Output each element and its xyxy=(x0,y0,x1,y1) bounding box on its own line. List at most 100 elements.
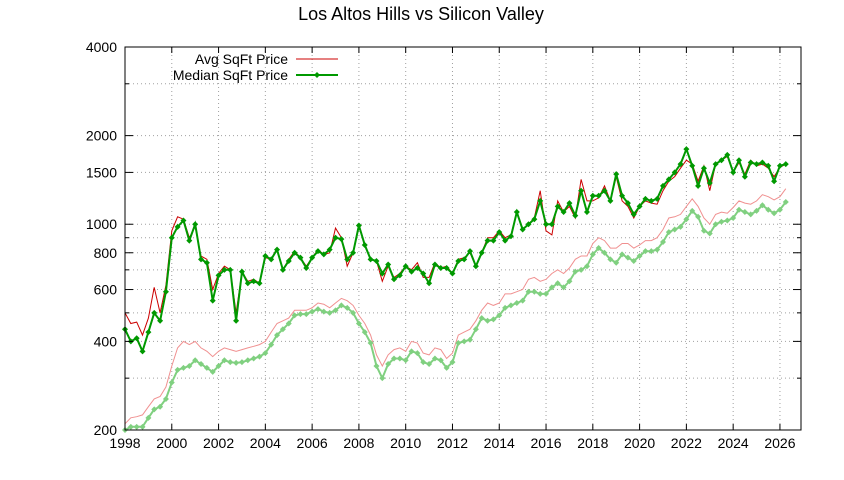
point-median xyxy=(256,280,263,287)
point-median xyxy=(461,256,468,263)
point-sv-median xyxy=(613,259,620,266)
point-median xyxy=(443,265,450,272)
point-median xyxy=(619,192,626,199)
point-sv-median xyxy=(332,307,339,314)
point-sv-median xyxy=(361,329,368,336)
point-median xyxy=(554,203,561,210)
point-sv-median xyxy=(408,348,415,355)
x-tick-label: 2012 xyxy=(437,435,468,451)
point-median xyxy=(683,146,690,153)
point-median xyxy=(624,200,631,207)
x-tick-label: 2014 xyxy=(484,435,515,451)
point-sv-median xyxy=(326,309,333,316)
y-tick-label: 600 xyxy=(94,282,118,298)
series-line-sv-avg xyxy=(124,188,787,425)
point-sv-median xyxy=(390,355,397,362)
point-sv-median xyxy=(683,216,690,223)
point-median xyxy=(379,270,386,277)
x-tick-label: 2002 xyxy=(203,435,234,451)
y-tick-label: 200 xyxy=(94,422,118,438)
point-sv-median xyxy=(461,338,468,345)
point-sv-median xyxy=(467,336,474,343)
point-sv-median xyxy=(262,350,269,357)
point-sv-median xyxy=(531,288,538,295)
point-sv-median xyxy=(519,297,526,304)
point-sv-median xyxy=(782,198,789,205)
point-median xyxy=(414,265,421,272)
point-median xyxy=(759,159,766,166)
point-sv-median xyxy=(320,308,327,315)
point-median xyxy=(291,249,298,256)
point-median xyxy=(654,195,661,202)
point-sv-median xyxy=(350,309,357,316)
point-sv-median xyxy=(619,251,626,258)
point-median xyxy=(642,195,649,202)
point-median xyxy=(572,212,579,219)
point-median xyxy=(233,317,240,324)
point-median xyxy=(209,297,216,304)
point-sv-median xyxy=(595,245,602,252)
point-median xyxy=(636,203,643,210)
point-sv-median xyxy=(543,290,550,297)
point-sv-median xyxy=(127,423,134,430)
point-sv-median xyxy=(712,221,719,228)
point-median xyxy=(765,162,772,169)
x-tick-label: 2016 xyxy=(530,435,561,451)
point-median xyxy=(186,237,193,244)
point-median xyxy=(408,268,415,275)
point-sv-median xyxy=(730,214,737,221)
point-sv-median xyxy=(607,256,614,263)
point-median xyxy=(607,197,614,204)
point-median xyxy=(344,256,351,263)
point-sv-median xyxy=(671,226,678,233)
point-median xyxy=(192,221,199,228)
point-sv-median xyxy=(198,361,205,368)
point-median xyxy=(700,165,707,172)
point-median xyxy=(706,180,713,187)
point-sv-median xyxy=(133,423,140,430)
point-sv-median xyxy=(677,223,684,230)
point-median xyxy=(548,221,555,228)
point-sv-median xyxy=(367,339,374,346)
point-median xyxy=(338,236,345,243)
point-median xyxy=(332,234,339,241)
x-tick-label: 2022 xyxy=(671,435,702,451)
point-median xyxy=(198,256,205,263)
point-median xyxy=(776,162,783,169)
point-sv-median xyxy=(560,284,567,291)
point-sv-median xyxy=(496,312,503,319)
point-sv-median xyxy=(548,284,555,291)
point-median xyxy=(238,268,245,275)
y-tick-label: 800 xyxy=(94,245,118,261)
point-median xyxy=(578,187,585,194)
point-sv-median xyxy=(636,253,643,260)
point-median xyxy=(718,157,725,164)
grid xyxy=(125,47,801,430)
point-median xyxy=(537,197,544,204)
x-tick-label: 2026 xyxy=(764,435,795,451)
point-median xyxy=(203,259,210,266)
point-median xyxy=(268,256,275,263)
point-median xyxy=(431,261,438,268)
point-median xyxy=(519,226,526,233)
point-sv-median xyxy=(238,359,245,366)
point-median xyxy=(782,161,789,168)
point-sv-median xyxy=(537,290,544,297)
point-median xyxy=(695,182,702,189)
point-sv-median xyxy=(244,357,251,364)
point-median xyxy=(753,161,760,168)
point-sv-median xyxy=(157,403,164,410)
point-median xyxy=(390,276,397,283)
x-tick-label: 2006 xyxy=(297,435,328,451)
point-sv-median xyxy=(192,357,199,364)
point-median xyxy=(525,221,532,228)
point-median xyxy=(244,280,251,287)
point-median xyxy=(724,151,731,158)
point-sv-median xyxy=(648,248,655,255)
point-median xyxy=(595,192,602,199)
point-sv-median xyxy=(373,362,380,369)
point-sv-median xyxy=(396,355,403,362)
point-sv-median xyxy=(601,249,608,256)
point-sv-median xyxy=(297,311,304,318)
